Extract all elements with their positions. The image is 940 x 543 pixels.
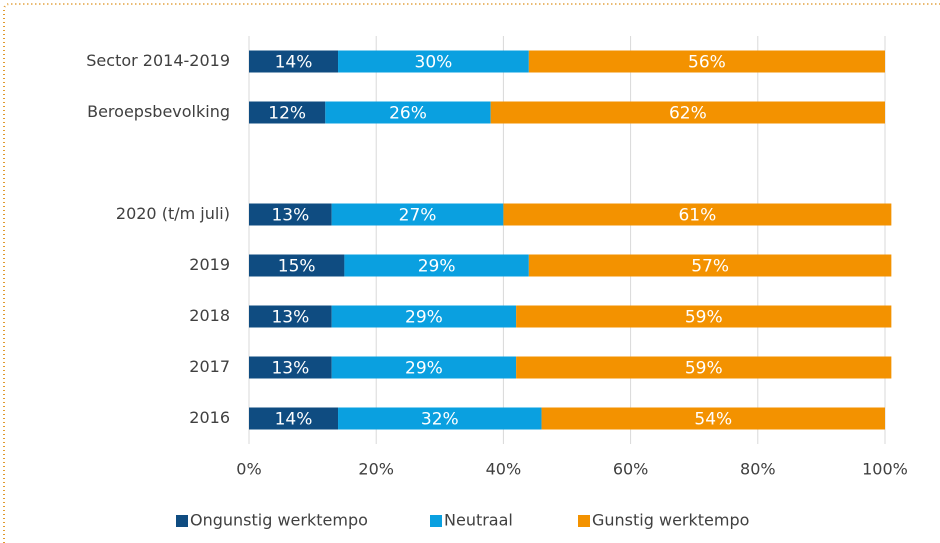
bar-segment [331, 356, 517, 379]
value-label: 12% [268, 104, 306, 124]
bar-segment [344, 254, 529, 277]
bar-segment [490, 101, 885, 124]
value-label: 56% [688, 53, 726, 73]
value-label: 59% [685, 308, 723, 328]
value-label: 14% [275, 53, 313, 73]
bar-segment [325, 101, 491, 124]
bar-segment [541, 407, 885, 430]
value-label: 14% [275, 410, 313, 430]
value-label: 30% [415, 53, 453, 73]
legend-swatch [578, 515, 590, 527]
value-label: 13% [271, 206, 309, 226]
bar-segment [516, 356, 892, 379]
value-label: 62% [669, 104, 707, 124]
value-label: 59% [685, 359, 723, 379]
value-label: 54% [694, 410, 732, 430]
x-tick-label: 20% [358, 460, 394, 479]
value-label: 61% [678, 206, 716, 226]
y-tick-label: 2016 [189, 408, 230, 427]
bar-segment [249, 254, 345, 277]
x-tick-label: 80% [740, 460, 776, 479]
bar-segment [249, 203, 332, 226]
value-label: 29% [405, 308, 443, 328]
y-tick-label: Beroepsbevolking [87, 102, 230, 121]
bar-segment [528, 50, 885, 73]
value-label: 32% [421, 410, 459, 430]
x-tick-label: 0% [236, 460, 261, 479]
bar-segment [249, 305, 332, 328]
bar-segment [338, 50, 529, 73]
y-tick-label: 2020 (t/m juli) [116, 204, 230, 223]
value-label: 13% [271, 359, 309, 379]
value-label: 29% [405, 359, 443, 379]
value-label: 57% [691, 257, 729, 277]
value-label: 26% [389, 104, 427, 124]
legend-label: Gunstig werktempo [592, 511, 749, 530]
x-tick-label: 60% [613, 460, 649, 479]
value-label: 13% [271, 308, 309, 328]
bar-segment [331, 203, 504, 226]
y-tick-label: Sector 2014-2019 [86, 51, 230, 70]
legend-label: Neutraal [444, 511, 513, 530]
legend-swatch [430, 515, 442, 527]
value-label: 27% [399, 206, 437, 226]
bar-segment [503, 203, 892, 226]
bar-segment [331, 305, 517, 328]
value-label: 29% [418, 257, 456, 277]
x-tick-label: 40% [486, 460, 522, 479]
x-tick-label: 100% [862, 460, 908, 479]
bar-segment [249, 50, 339, 73]
y-tick-label: 2019 [189, 255, 230, 274]
bar-segment [249, 407, 339, 430]
bar-segment [249, 101, 326, 124]
legend-label: Ongunstig werktempo [190, 511, 368, 530]
bar-segment [249, 356, 332, 379]
bar-segment [338, 407, 542, 430]
bar-segment [516, 305, 892, 328]
bar-segment [528, 254, 892, 277]
value-label: 15% [278, 257, 316, 277]
legend-swatch [176, 515, 188, 527]
y-tick-label: 2018 [189, 306, 230, 325]
y-tick-label: 2017 [189, 357, 230, 376]
